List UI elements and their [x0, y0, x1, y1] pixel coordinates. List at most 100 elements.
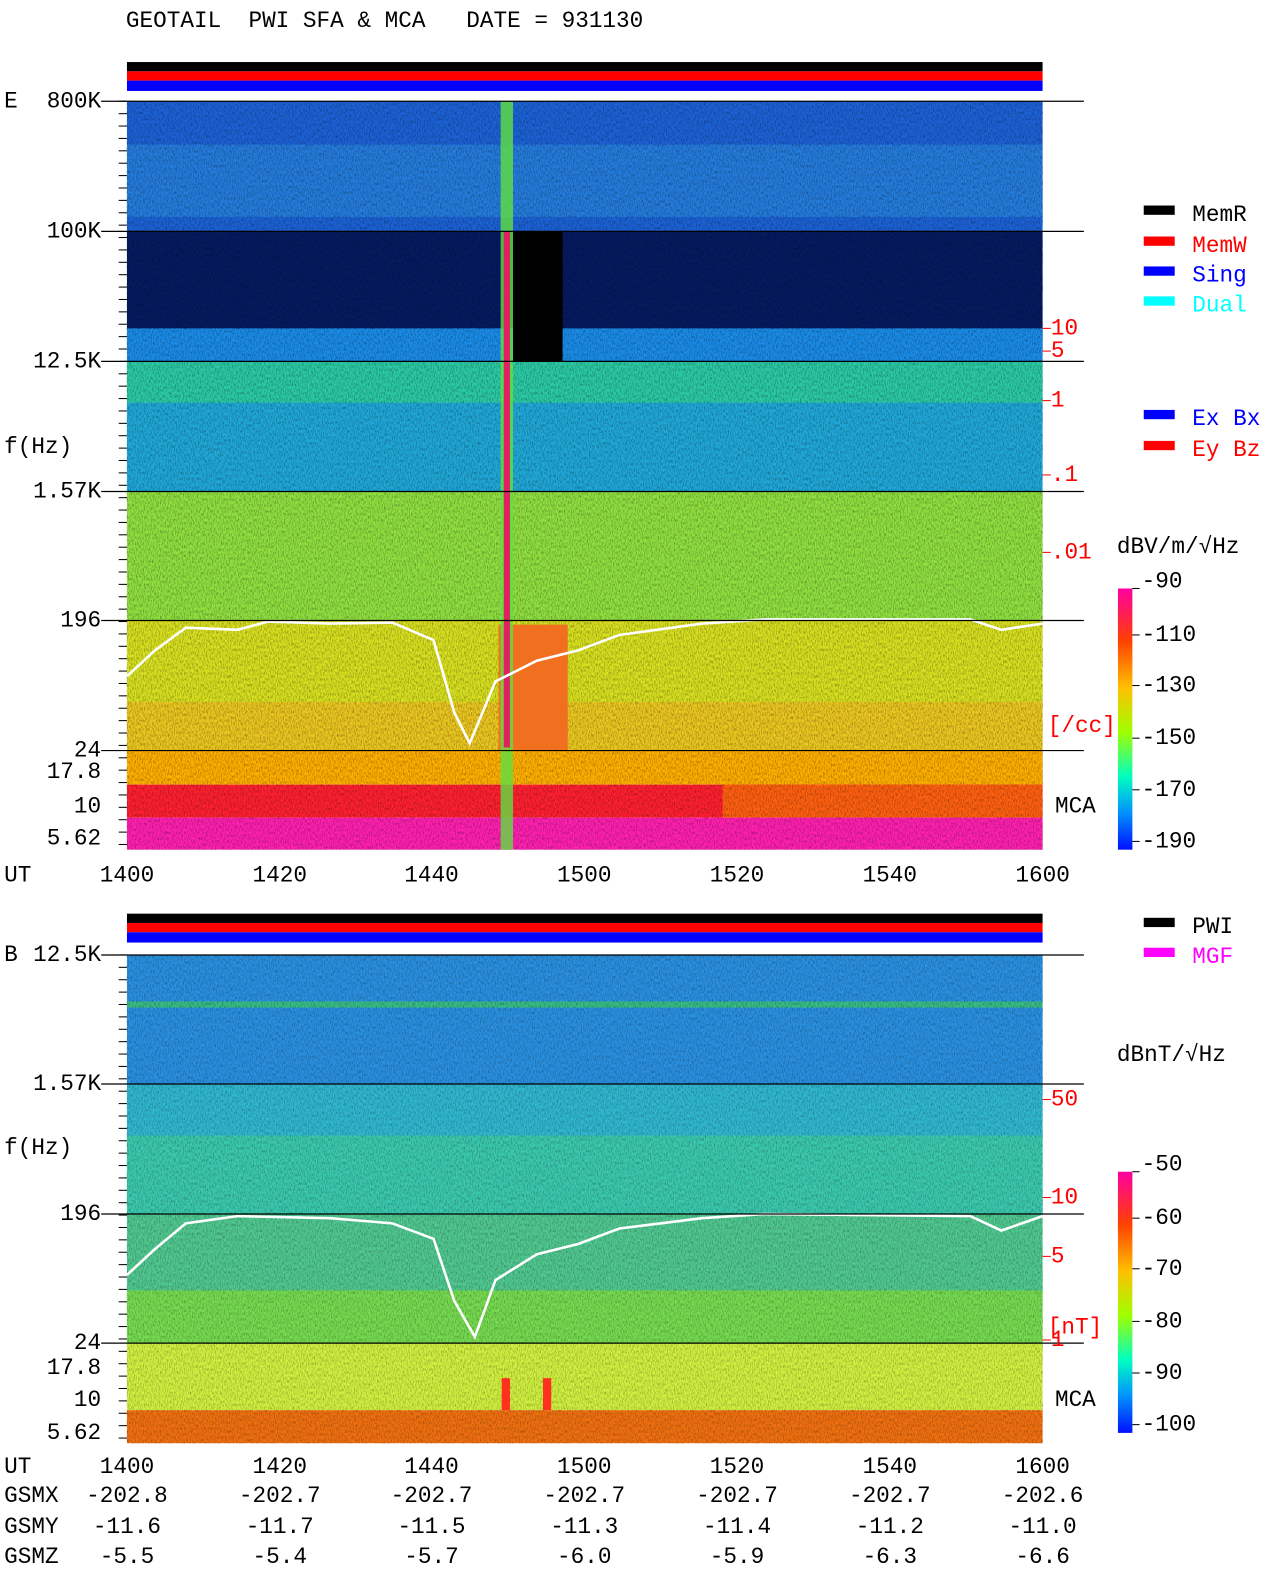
time-label: 1540 [863, 862, 917, 888]
colorbar-label: -70 [1142, 1256, 1183, 1282]
freq-label: 196 [60, 608, 101, 634]
freq-label: 12.5K [33, 348, 101, 374]
orbit-name: GSMX [4, 1483, 59, 1509]
orbit-value: -202.6 [1002, 1483, 1084, 1509]
orbit-value: -202.7 [391, 1483, 473, 1509]
colorbar-label: -110 [1142, 622, 1196, 648]
orbit-value: -11.7 [246, 1514, 314, 1540]
time-axis-label: UT [4, 1454, 31, 1480]
colorbar-label: -50 [1142, 1152, 1183, 1178]
legend-swatch [1143, 296, 1175, 306]
colorbar-label: -90 [1142, 568, 1183, 594]
colorbar-label: -170 [1142, 777, 1196, 803]
freq-label: 5.62 [47, 825, 101, 851]
orbit-value: -11.2 [856, 1514, 924, 1540]
legend-swatch [1143, 917, 1175, 928]
time-label: 1420 [253, 862, 307, 888]
density-label: .1 [1051, 462, 1078, 488]
legend-label: Ey Bz [1192, 437, 1260, 463]
freq-label: 10 [74, 1387, 101, 1413]
axis-label: f(Hz) [4, 1135, 72, 1161]
legend-label: MemW [1192, 233, 1247, 259]
title: GEOTAIL PWI SFA & MCA DATE = 931130 [126, 8, 643, 34]
density-label: 5 [1051, 338, 1065, 364]
orbit-value: -6.0 [557, 1544, 611, 1570]
orbit-value: -202.7 [239, 1483, 321, 1509]
orbit-value: -202.7 [543, 1483, 625, 1509]
time-label: 1500 [557, 862, 611, 888]
legend-swatch [1143, 947, 1175, 958]
density-label: .01 [1051, 539, 1092, 565]
orbit-value: -202.7 [849, 1483, 931, 1509]
colorbar-b [1117, 1171, 1133, 1433]
orbit-name: GSMZ [4, 1544, 58, 1570]
spectrogram-e [126, 101, 1043, 850]
orbit-name: GSMY [4, 1514, 59, 1540]
time-label: 1520 [710, 862, 764, 888]
colorbar-label: -60 [1142, 1205, 1183, 1231]
freq-label: 17.8 [47, 759, 101, 785]
density-label: 1 [1051, 388, 1065, 414]
time-label: 1500 [557, 1454, 611, 1480]
orbit-value: -11.3 [550, 1514, 618, 1540]
legend-swatch [1143, 266, 1175, 276]
time-label: 1420 [253, 1454, 307, 1480]
legend-label: MemR [1192, 202, 1247, 228]
density-label: 10 [1051, 315, 1078, 341]
time-label: 1400 [100, 862, 154, 888]
colorbar-label: -100 [1142, 1412, 1196, 1438]
time-label: 1400 [100, 1454, 154, 1480]
legend-swatch [1143, 236, 1175, 246]
unit-label: dBV/m/√Hz [1117, 534, 1240, 560]
freq-label: 24 [74, 738, 101, 764]
mode-bars-b [126, 913, 1043, 943]
colorbar-label: -130 [1142, 673, 1196, 699]
time-axis-label: UT [4, 862, 31, 888]
orbit-value: -5.7 [404, 1544, 458, 1570]
legend-swatch [1143, 205, 1175, 215]
freq-label: 196 [60, 1201, 101, 1227]
freq-label: 800K [47, 88, 102, 114]
legend-label: Dual [1192, 293, 1246, 319]
orbit-value: -202.8 [86, 1483, 168, 1509]
orbit-value: -202.7 [696, 1483, 778, 1509]
time-label: 1600 [1015, 1454, 1069, 1480]
legend-label: Ex Bx [1192, 406, 1260, 432]
mca-label: MCA [1055, 793, 1096, 819]
time-label: 1600 [1015, 862, 1069, 888]
orbit-value: -11.5 [397, 1514, 465, 1540]
mode-bars-e [126, 62, 1043, 91]
freq-label: 10 [74, 793, 101, 819]
orbit-value: -5.5 [100, 1544, 154, 1570]
time-label: 1440 [404, 1454, 458, 1480]
axis-label: f(Hz) [4, 434, 72, 460]
legend-swatch [1143, 409, 1175, 420]
time-label: 1440 [404, 862, 458, 888]
orbit-value: -11.0 [1009, 1514, 1077, 1540]
time-label: 1540 [863, 1454, 917, 1480]
freq-label: 1.57K [33, 478, 101, 504]
mca-label: MCA [1055, 1387, 1096, 1413]
spectrogram-b [126, 954, 1044, 1444]
panel-label: E [4, 88, 18, 114]
legend-label: Sing [1192, 263, 1246, 289]
freq-label: 100K [47, 218, 102, 244]
orbit-value: -11.4 [703, 1514, 771, 1540]
orbit-value: -5.9 [710, 1544, 764, 1570]
time-label: 1520 [710, 1454, 764, 1480]
colorbar-label: -90 [1142, 1360, 1183, 1386]
legend-swatch [1143, 440, 1175, 451]
freq-label: 12.5K [33, 942, 101, 968]
unit-label: dBnT/√Hz [1117, 1042, 1226, 1068]
density-label: 50 [1051, 1086, 1078, 1112]
freq-label: 17.8 [47, 1355, 101, 1381]
density-label: 5 [1051, 1243, 1065, 1269]
density-label: [nT] [1048, 1315, 1102, 1341]
colorbar-e [1117, 588, 1133, 850]
orbit-value: -11.6 [93, 1514, 161, 1540]
legend-label: MGF [1192, 944, 1233, 970]
orbit-value: -6.3 [863, 1544, 917, 1570]
colorbar-label: -190 [1142, 828, 1196, 854]
freq-label: 5.62 [47, 1420, 101, 1446]
